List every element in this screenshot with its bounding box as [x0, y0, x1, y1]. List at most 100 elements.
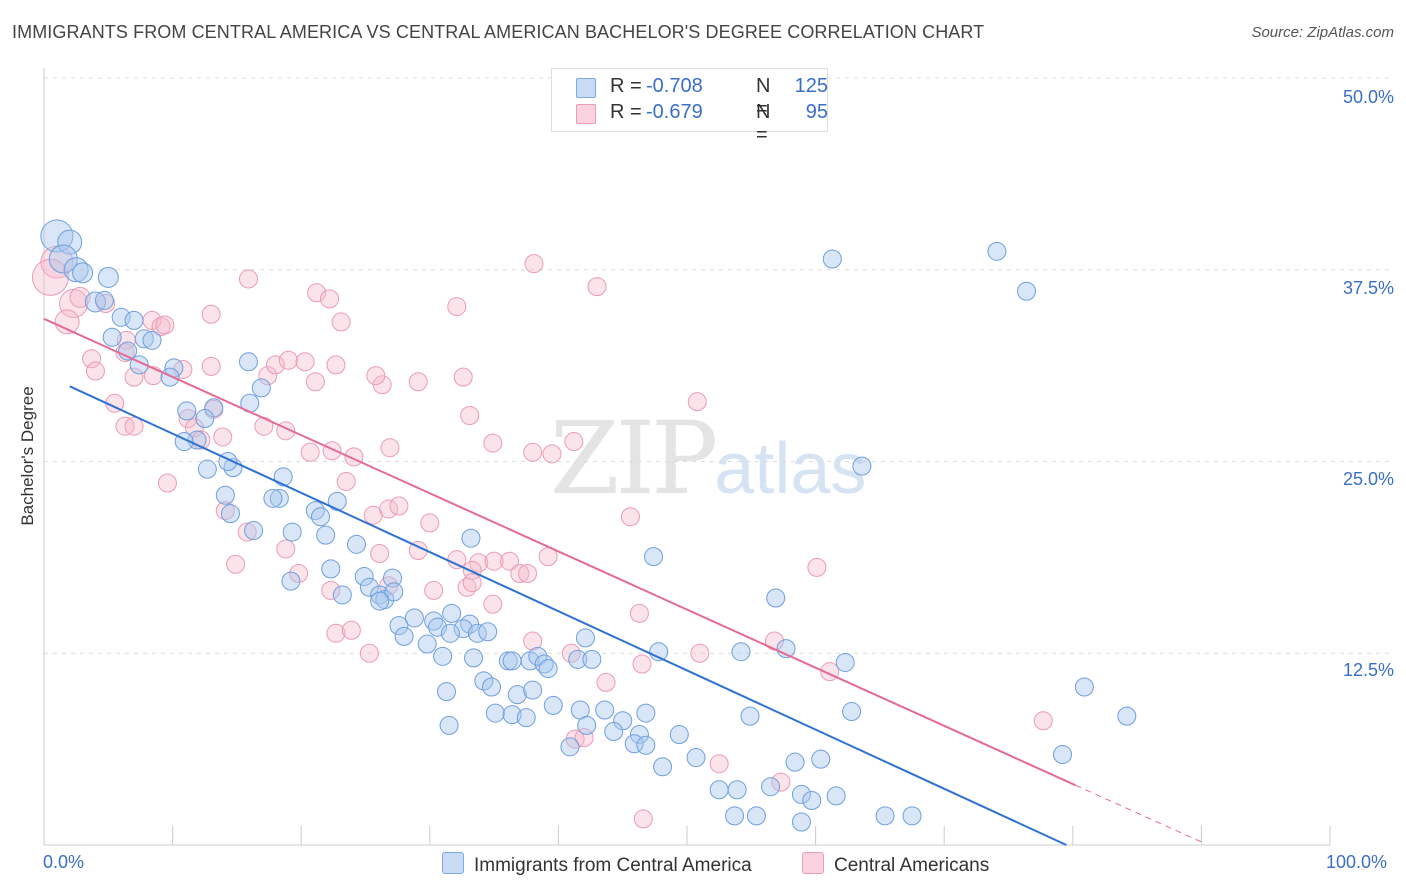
point-immigrants [354, 567, 374, 587]
legend-item-central-americans: Central Americans [802, 852, 989, 877]
point-central-americans [215, 501, 235, 521]
point-immigrants [740, 706, 760, 726]
point-immigrants [461, 528, 481, 548]
point-immigrants [595, 700, 615, 720]
point-immigrants [826, 786, 846, 806]
point-immigrants [370, 591, 390, 611]
point-immigrants [560, 737, 580, 757]
point-central-americans [574, 728, 594, 748]
point-immigrants [124, 310, 144, 330]
point-immigrants [1074, 677, 1094, 697]
point-central-americans [596, 672, 616, 692]
point-immigrants [636, 703, 656, 723]
point-central-americans [124, 367, 144, 387]
point-central-americans [54, 309, 80, 335]
point-immigrants [220, 504, 240, 524]
point-immigrants [467, 623, 487, 643]
n-value: 95 [805, 101, 828, 123]
point-central-americans [807, 557, 827, 577]
correlation-legend: R = -0.708 N = 125 R = -0.679 N = 95 [551, 68, 828, 146]
point-immigrants [791, 812, 811, 832]
point-central-americans [31, 258, 69, 296]
point-central-americans [370, 544, 390, 564]
point-immigrants [1053, 744, 1073, 764]
point-immigrants [516, 708, 536, 728]
point-immigrants [523, 680, 543, 700]
point-central-americans [201, 356, 221, 376]
point-immigrants [238, 352, 258, 372]
point-central-americans [300, 442, 320, 462]
point-central-americans [408, 372, 428, 392]
point-central-americans [305, 372, 325, 392]
point-immigrants [709, 780, 729, 800]
point-immigrants [842, 702, 862, 722]
point-immigrants [852, 456, 872, 476]
point-immigrants [464, 648, 484, 668]
point-central-americans [322, 441, 342, 461]
point-immigrants [310, 507, 330, 527]
legend-item-immigrants: Immigrants from Central America [442, 852, 752, 877]
point-immigrants [644, 547, 664, 567]
watermark-zip: ZIP [550, 400, 718, 517]
x-tick-label: 100.0% [1326, 852, 1388, 872]
point-central-americans [258, 366, 278, 386]
point-central-americans [483, 433, 503, 453]
point-central-americans [447, 550, 467, 570]
point-immigrants [485, 703, 505, 723]
point-immigrants [577, 715, 597, 735]
point-immigrants [502, 705, 522, 725]
point-central-americans [523, 442, 543, 462]
point-immigrants [177, 401, 197, 421]
r-label: R = [610, 101, 642, 123]
point-immigrants [281, 571, 301, 591]
point-immigrants [273, 467, 293, 487]
point-immigrants [528, 646, 548, 666]
point-central-americans [319, 289, 339, 309]
point-central-americans [424, 580, 444, 600]
point-central-americans [237, 522, 257, 542]
n-label: N = [756, 75, 771, 120]
point-immigrants [727, 780, 747, 800]
point-central-americans [226, 554, 246, 574]
point-central-americans [379, 499, 399, 519]
source-label: Source: ZipAtlas.com [1251, 24, 1394, 41]
point-immigrants [731, 642, 751, 662]
point-central-americans [500, 551, 520, 571]
point-central-americans [484, 551, 504, 571]
point-immigrants [502, 651, 522, 671]
point-immigrants [327, 491, 347, 511]
point-immigrants [568, 649, 588, 669]
point-immigrants [244, 521, 264, 541]
point-immigrants [433, 646, 453, 666]
point-immigrants [384, 582, 404, 602]
point-central-americans [155, 315, 175, 335]
point-immigrants [346, 534, 366, 554]
point-immigrants [543, 695, 563, 715]
point-central-americans [341, 620, 361, 640]
point-central-americans [460, 405, 480, 425]
watermark-atlas: atlas [714, 429, 867, 509]
point-immigrants [72, 262, 94, 284]
point-central-americans [82, 349, 102, 369]
point-immigrants [197, 459, 217, 479]
point-immigrants [48, 244, 78, 274]
trend-lines [43, 317, 1202, 846]
point-central-americans [687, 392, 707, 412]
point-central-americans [157, 473, 177, 493]
point-immigrants [94, 290, 114, 310]
point-central-americans [124, 416, 144, 436]
point-central-americans [295, 352, 315, 372]
point-immigrants [359, 577, 379, 597]
series-central-americans [31, 245, 1053, 829]
point-central-americans [1033, 711, 1053, 731]
point-central-americans [690, 643, 710, 663]
point-central-americans [587, 277, 607, 297]
point-central-americans [483, 594, 503, 614]
point-immigrants [442, 603, 462, 623]
point-central-americans [201, 304, 221, 324]
point-immigrants [538, 659, 558, 679]
point-central-americans [85, 361, 105, 381]
n-value: 125 [794, 75, 828, 97]
point-immigrants [389, 616, 409, 636]
point-central-americans [326, 355, 346, 375]
